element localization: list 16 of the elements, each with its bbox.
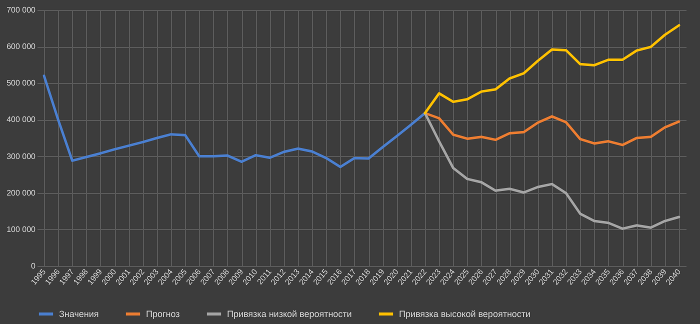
- line-series: [424, 24, 680, 114]
- y-tick-label: 0: [31, 262, 36, 270]
- y-tick-label: 400 000: [6, 115, 36, 124]
- line-series: [424, 112, 680, 230]
- line-series: [42, 74, 426, 168]
- legend-label: Привязка низкой вероятности: [227, 309, 352, 319]
- line-series: [424, 112, 680, 146]
- y-tick-label: 300 000: [6, 152, 36, 161]
- y-tick-label: 200 000: [6, 188, 36, 198]
- y-tick-label: 600 000: [6, 42, 36, 52]
- legend-label: Значения: [59, 309, 99, 319]
- legend-label: Привязка высокой вероятности: [399, 309, 531, 319]
- y-tick-label: 100 000: [6, 224, 36, 234]
- y-tick-label: 700 000: [6, 6, 36, 14]
- y-tick-label: 500 000: [6, 78, 36, 88]
- legend-label: Прогноз: [146, 309, 180, 319]
